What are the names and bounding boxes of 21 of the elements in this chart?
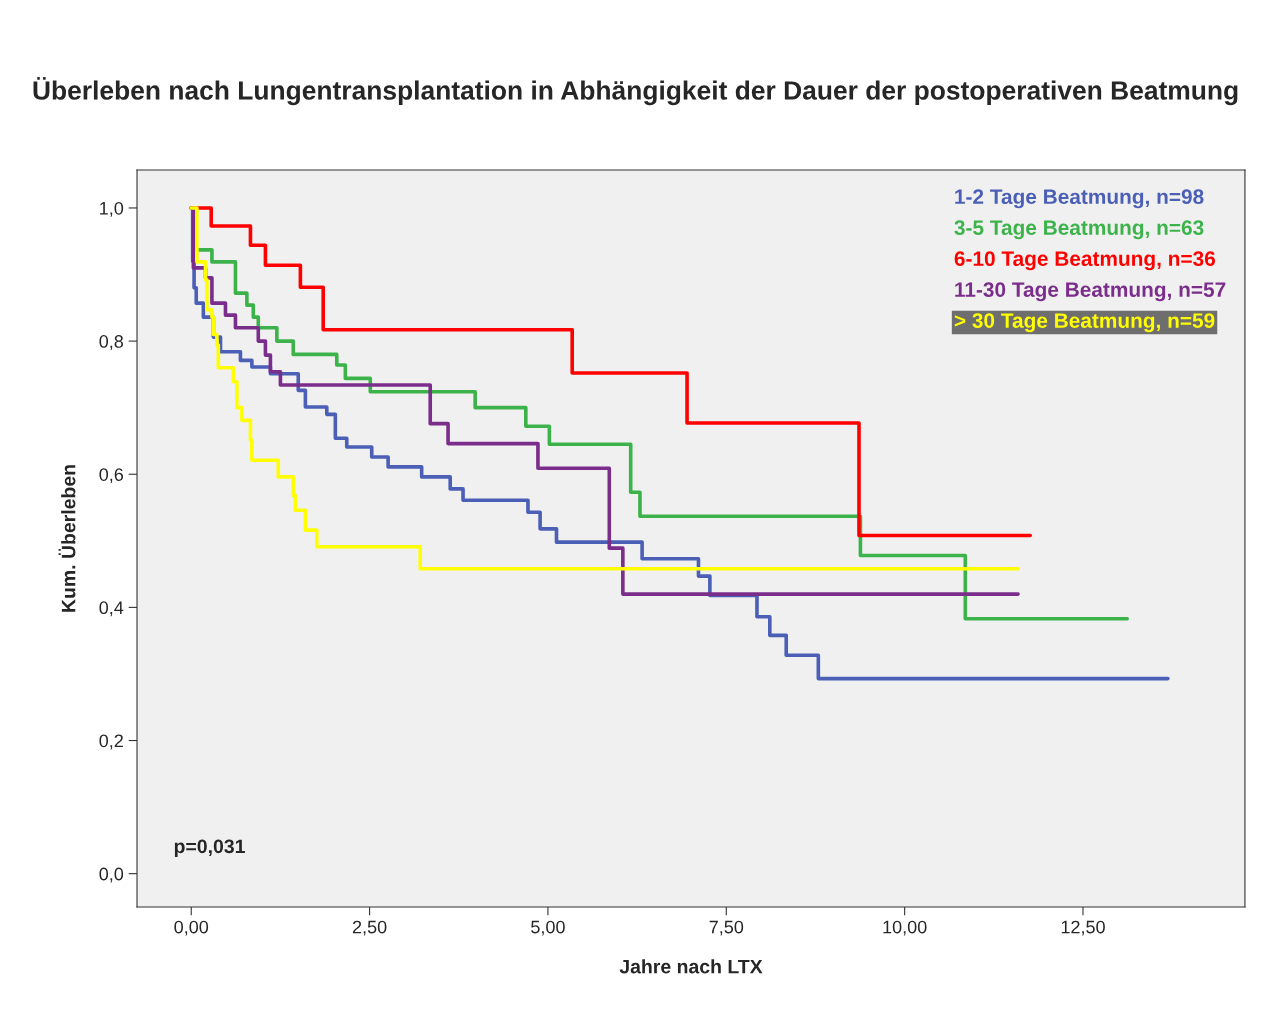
- x-tick-label: 7,50: [709, 920, 744, 936]
- text: 11-30 Tage Beatmung, n=57: [955, 282, 1226, 302]
- y-tick-label: 0,6: [99, 468, 124, 484]
- y-axis-title: Kum. Überleben: [58, 465, 76, 612]
- x-tick-label: 5,00: [531, 920, 565, 936]
- y-tick-label: 0,8: [99, 335, 124, 350]
- y-tick-label: 0,2: [99, 734, 123, 750]
- annotation: p=0,031: [174, 839, 245, 858]
- y-tick-label: 0,4: [99, 601, 124, 617]
- text: 1-2 Tage Beatmung, n=98: [955, 189, 1204, 209]
- x-tick-label: 0,00: [174, 920, 209, 936]
- x-tick-label: 10,00: [883, 920, 927, 936]
- text: 3-5 Tage Beatmung, n=63: [954, 220, 1204, 240]
- chart-title: Überleben nach Lungentransplantation in Abhängigkeit der Dauer der postoperativen Beatmung: [33, 77, 1238, 106]
- x-tick-label: 2,50: [352, 920, 387, 936]
- y-tick-label: 0,0: [99, 867, 124, 883]
- x-axis-title: Jahre nach LTX: [619, 959, 763, 974]
- text: 6-10 Tage Beatmung, n=36: [954, 251, 1216, 271]
- text: > 30 Tage Beatmung, n=59: [954, 313, 1215, 333]
- x-tick-label: 12,50: [1061, 920, 1105, 936]
- y-tick-label: 1,0: [100, 201, 124, 217]
